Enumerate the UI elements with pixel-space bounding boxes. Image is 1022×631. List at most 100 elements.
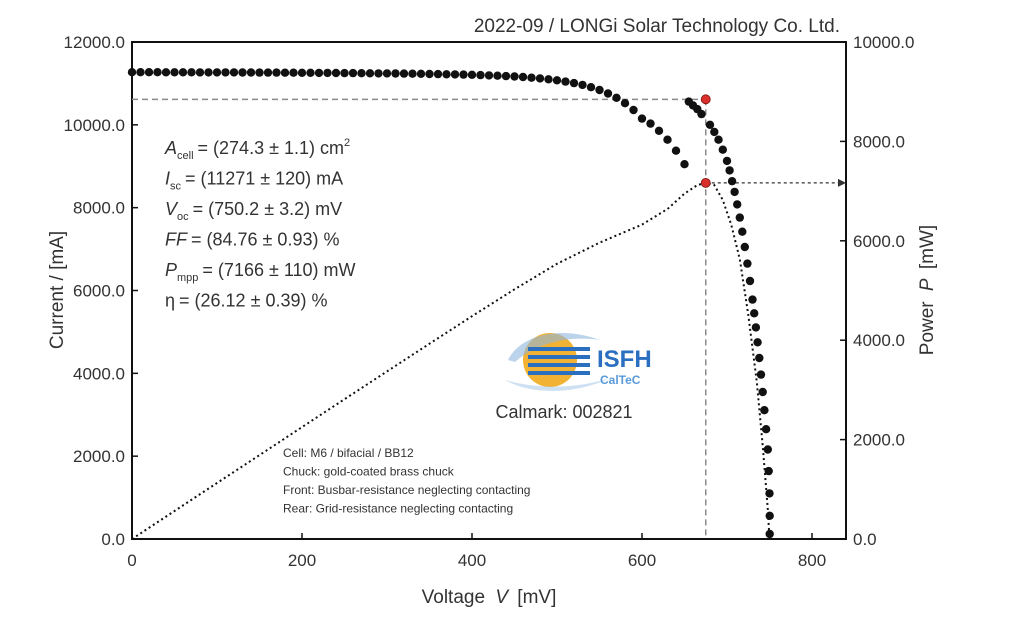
iv-point bbox=[518, 72, 528, 82]
iv-point bbox=[467, 70, 477, 80]
parameter-symbol: A bbox=[164, 138, 177, 158]
mpp-guide-lines bbox=[132, 98, 846, 539]
isfh-logo: ISFH CalTeC bbox=[505, 332, 652, 392]
iv-point bbox=[425, 69, 434, 79]
parameter-subscript: sc bbox=[170, 181, 182, 193]
y2-axis-title-text: Power bbox=[917, 301, 938, 356]
y-tick-label: 12000.0 bbox=[64, 33, 125, 52]
cell-parameters: Acell = (274.3 ± 1.1) cm2 Isc = (11271 ± 12… bbox=[164, 137, 356, 311]
iv-point bbox=[459, 70, 468, 79]
iv-point bbox=[289, 68, 298, 77]
iv-point bbox=[763, 445, 772, 454]
iv-point bbox=[748, 295, 757, 304]
iv-point bbox=[561, 77, 570, 86]
iv-point bbox=[671, 146, 681, 155]
iv-point bbox=[153, 68, 162, 77]
y2-tick-label: 2000.0 bbox=[853, 431, 905, 450]
x-tick-label: 0 bbox=[127, 551, 136, 570]
logo-wave-icon bbox=[505, 378, 610, 392]
iv-point bbox=[263, 68, 273, 77]
parameter-value: = (84.76 ± 0.93) % bbox=[191, 230, 339, 250]
iv-point bbox=[399, 69, 409, 78]
y2-tick-label: 4000.0 bbox=[853, 331, 905, 350]
iv-point bbox=[745, 276, 755, 286]
note-line: Cell: M6 / bifacial / BB12 bbox=[283, 446, 414, 460]
axis-ticks: 0 200 400 600 8000.02000.04000.06000.08000.0… bbox=[64, 33, 915, 570]
iv-point bbox=[738, 227, 747, 236]
logo-name: ISFH bbox=[597, 346, 652, 373]
parameter-line: Isc = (11271 ± 120) mA bbox=[165, 169, 343, 193]
parameter-value: = (274.3 ± 1.1) cm bbox=[198, 138, 344, 158]
parameter-value: = (7166 ± 110) mW bbox=[202, 260, 355, 280]
iv-point bbox=[743, 259, 752, 268]
iv-point bbox=[569, 78, 579, 88]
iv-point bbox=[725, 166, 734, 175]
iv-point bbox=[552, 76, 562, 85]
y-tick-label: 0.0 bbox=[101, 530, 125, 549]
iv-point bbox=[314, 68, 324, 78]
y2-tick-label: 10000.0 bbox=[853, 33, 914, 52]
iv-point bbox=[212, 68, 222, 77]
iv-point bbox=[654, 126, 664, 135]
measurement-notes: Cell: M6 / bifacial / BB12 Chuck: gold-co… bbox=[283, 446, 530, 516]
parameter-symbol: V bbox=[165, 199, 179, 219]
iv-point bbox=[204, 68, 213, 77]
iv-point bbox=[646, 119, 655, 128]
iv-point bbox=[365, 69, 375, 78]
iv-point bbox=[637, 114, 647, 123]
x-axis-variable: V bbox=[495, 587, 510, 608]
x-axis-unit: [mV] bbox=[517, 587, 556, 608]
iv-point bbox=[620, 99, 630, 108]
iv-point bbox=[761, 425, 771, 434]
iv-point bbox=[416, 69, 426, 79]
iv-point bbox=[714, 135, 723, 144]
iv-point bbox=[730, 187, 739, 197]
iv-point bbox=[136, 68, 145, 77]
iv-point bbox=[433, 69, 443, 79]
iv-point bbox=[161, 68, 171, 77]
mpp-power-arrow-icon bbox=[838, 178, 846, 187]
iv-point bbox=[331, 68, 341, 78]
iv-point bbox=[750, 309, 759, 318]
parameter-symbol: I bbox=[165, 169, 170, 189]
iv-point bbox=[450, 70, 460, 79]
y2-tick-label: 8000.0 bbox=[853, 132, 905, 151]
iv-point bbox=[221, 68, 230, 77]
iv-point bbox=[612, 93, 621, 103]
power-curve-line bbox=[131, 181, 771, 540]
parameter-line: Acell = (274.3 ± 1.1) cm2 bbox=[164, 137, 350, 162]
parameter-subscript: oc bbox=[177, 211, 189, 223]
note-line: Rear: Grid-resistance neglecting contact… bbox=[283, 502, 513, 516]
iv-point bbox=[195, 68, 205, 77]
iv-point bbox=[603, 89, 613, 98]
iv-point bbox=[727, 177, 737, 186]
mpp-markers bbox=[700, 94, 711, 188]
iv-point bbox=[170, 68, 179, 77]
x-axis-title-text: Voltage bbox=[422, 587, 485, 608]
iv-point bbox=[527, 73, 536, 82]
iv-point bbox=[357, 69, 366, 78]
parameter-line: FF = (84.76 ± 0.93) % bbox=[165, 230, 339, 250]
iv-point bbox=[510, 72, 519, 81]
iv-point bbox=[765, 511, 774, 520]
parameter-symbol: η bbox=[165, 291, 175, 311]
iv-points bbox=[127, 68, 774, 539]
iv-point bbox=[484, 71, 494, 80]
iv-point bbox=[756, 370, 766, 379]
iv-point bbox=[272, 68, 281, 77]
iv-point bbox=[753, 338, 762, 347]
parameter-value: = (26.12 ± 0.39) % bbox=[179, 291, 327, 311]
y-tick-label: 8000.0 bbox=[73, 199, 125, 218]
iv-point bbox=[718, 145, 727, 154]
calmark-label: Calmark: 002821 bbox=[495, 402, 632, 422]
logo-stripe-icon bbox=[528, 347, 590, 351]
iv-point bbox=[629, 105, 638, 115]
iv-point bbox=[246, 68, 256, 77]
iv-point bbox=[663, 135, 672, 144]
iv-point bbox=[764, 466, 773, 476]
y2-axis-unit: [mW] bbox=[917, 225, 938, 269]
parameter-line: Pmpp = (7166 ± 110) mW bbox=[165, 260, 356, 284]
iv-point bbox=[735, 213, 744, 222]
iv-point bbox=[758, 387, 767, 397]
